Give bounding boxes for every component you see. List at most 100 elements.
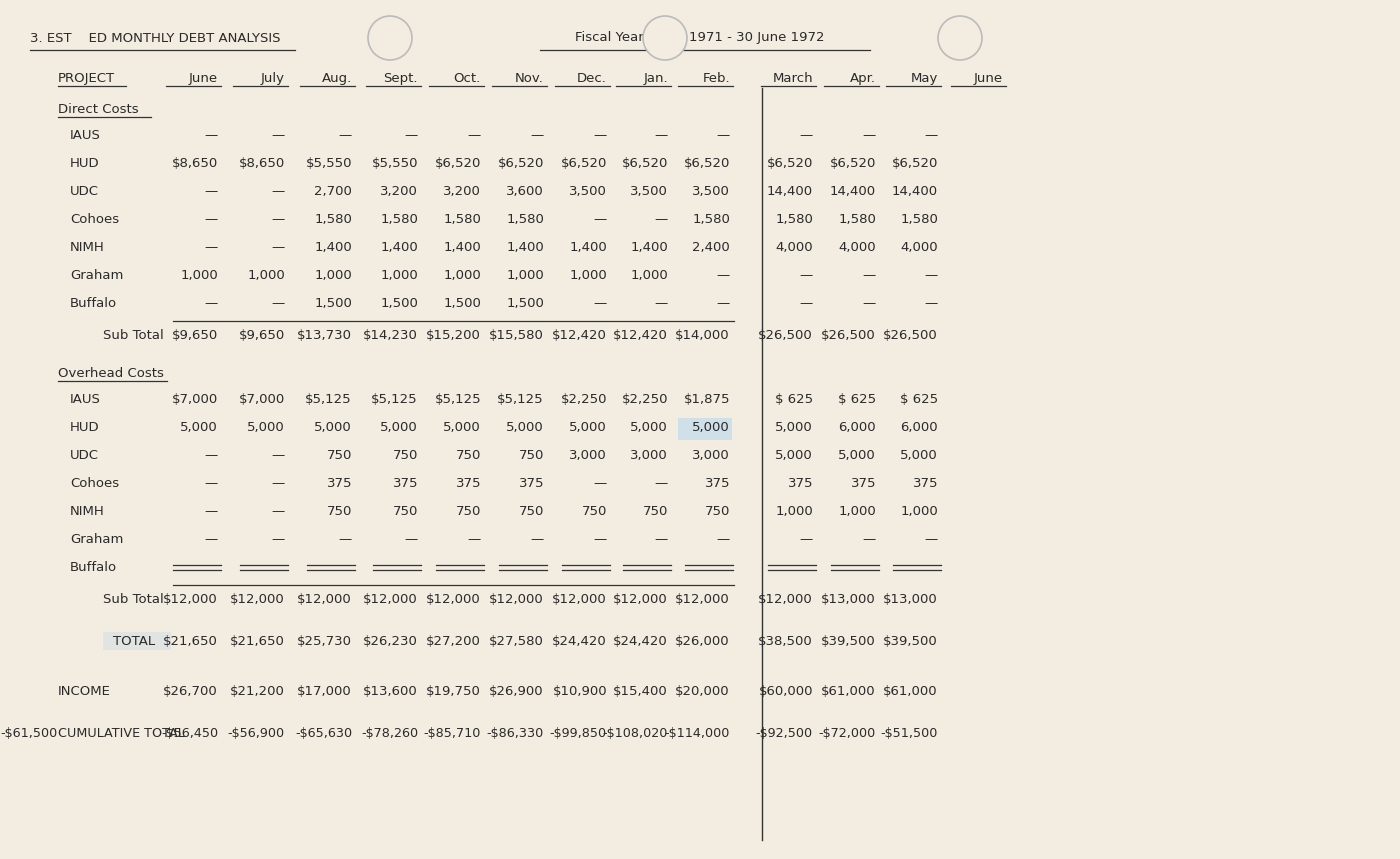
Text: 1,000: 1,000 <box>630 269 668 282</box>
Text: $6,520: $6,520 <box>622 157 668 170</box>
Text: —: — <box>594 297 608 310</box>
Text: 1,000: 1,000 <box>248 269 286 282</box>
Text: $27,200: $27,200 <box>426 635 482 648</box>
Text: —: — <box>204 477 218 490</box>
Text: $14,230: $14,230 <box>363 329 419 342</box>
Text: 375: 375 <box>392 477 419 490</box>
Text: —: — <box>405 129 419 142</box>
Text: $6,520: $6,520 <box>560 157 608 170</box>
Text: 750: 750 <box>581 505 608 518</box>
Text: 750: 750 <box>392 449 419 462</box>
Text: Feb.: Feb. <box>703 72 729 85</box>
Text: 1,580: 1,580 <box>381 213 419 226</box>
Text: 750: 750 <box>455 449 482 462</box>
Text: 1,500: 1,500 <box>381 297 419 310</box>
Text: $24,420: $24,420 <box>613 635 668 648</box>
Text: 1,580: 1,580 <box>444 213 482 226</box>
Text: 375: 375 <box>518 477 545 490</box>
Text: $12,000: $12,000 <box>363 593 419 606</box>
Text: Direct Costs: Direct Costs <box>57 103 139 116</box>
Text: 4,000: 4,000 <box>839 241 876 254</box>
Text: 750: 750 <box>704 505 729 518</box>
Text: Cohoes: Cohoes <box>70 213 119 226</box>
Text: $6,520: $6,520 <box>497 157 545 170</box>
Text: —: — <box>204 213 218 226</box>
Text: Aug.: Aug. <box>322 72 351 85</box>
Text: 3,500: 3,500 <box>630 185 668 198</box>
Text: -$56,900: -$56,900 <box>228 727 286 740</box>
Text: 5,000: 5,000 <box>776 421 813 434</box>
Text: $8,650: $8,650 <box>172 157 218 170</box>
Text: $12,000: $12,000 <box>164 593 218 606</box>
Text: $21,650: $21,650 <box>164 635 218 648</box>
Text: 3,000: 3,000 <box>570 449 608 462</box>
Text: $13,000: $13,000 <box>822 593 876 606</box>
Text: —: — <box>799 269 813 282</box>
Text: $15,580: $15,580 <box>489 329 545 342</box>
Text: 1,000: 1,000 <box>381 269 419 282</box>
Text: Sub Total: Sub Total <box>104 329 164 342</box>
Text: $39,500: $39,500 <box>822 635 876 648</box>
Text: $5,125: $5,125 <box>497 393 545 406</box>
Text: 5,000: 5,000 <box>776 449 813 462</box>
Text: $9,650: $9,650 <box>239 329 286 342</box>
Text: INCOME: INCOME <box>57 685 111 698</box>
Text: 2,700: 2,700 <box>314 185 351 198</box>
Text: 1,400: 1,400 <box>444 241 482 254</box>
Text: —: — <box>717 269 729 282</box>
Text: $13,600: $13,600 <box>363 685 419 698</box>
Text: —: — <box>531 129 545 142</box>
Text: 3,500: 3,500 <box>692 185 729 198</box>
Text: 14,400: 14,400 <box>767 185 813 198</box>
Text: $20,000: $20,000 <box>675 685 729 698</box>
Text: $26,500: $26,500 <box>822 329 876 342</box>
Text: $24,420: $24,420 <box>552 635 608 648</box>
Text: 1,400: 1,400 <box>570 241 608 254</box>
Text: $2,250: $2,250 <box>560 393 608 406</box>
Text: -$108,020: -$108,020 <box>602 727 668 740</box>
Text: 750: 750 <box>518 505 545 518</box>
Text: June: June <box>189 72 218 85</box>
Text: $15,400: $15,400 <box>613 685 668 698</box>
Text: $6,520: $6,520 <box>683 157 729 170</box>
Text: -$56,450: -$56,450 <box>161 727 218 740</box>
Text: 750: 750 <box>392 505 419 518</box>
Text: -$99,850: -$99,850 <box>550 727 608 740</box>
Text: 5,000: 5,000 <box>314 421 351 434</box>
Text: —: — <box>799 129 813 142</box>
Circle shape <box>938 16 981 60</box>
Text: $21,650: $21,650 <box>230 635 286 648</box>
Text: March: March <box>773 72 813 85</box>
Text: Jan.: Jan. <box>644 72 668 85</box>
Text: $26,000: $26,000 <box>675 635 729 648</box>
Text: —: — <box>594 533 608 546</box>
Text: $7,000: $7,000 <box>172 393 218 406</box>
Text: Overhead Costs: Overhead Costs <box>57 367 164 380</box>
Text: Apr.: Apr. <box>850 72 876 85</box>
Text: 5,000: 5,000 <box>381 421 419 434</box>
Text: —: — <box>717 297 729 310</box>
Text: —: — <box>655 477 668 490</box>
Text: $10,900: $10,900 <box>553 685 608 698</box>
Text: 1,400: 1,400 <box>381 241 419 254</box>
Text: Cohoes: Cohoes <box>70 477 119 490</box>
Text: 4,000: 4,000 <box>776 241 813 254</box>
Text: $12,000: $12,000 <box>552 593 608 606</box>
Text: -$78,260: -$78,260 <box>361 727 419 740</box>
Text: 1,580: 1,580 <box>314 213 351 226</box>
Text: $21,200: $21,200 <box>230 685 286 698</box>
Text: 750: 750 <box>326 449 351 462</box>
Text: 3,000: 3,000 <box>692 449 729 462</box>
Text: 14,400: 14,400 <box>892 185 938 198</box>
Text: 5,000: 5,000 <box>839 449 876 462</box>
Text: -$85,710: -$85,710 <box>424 727 482 740</box>
Text: 750: 750 <box>643 505 668 518</box>
Text: 5,000: 5,000 <box>444 421 482 434</box>
Text: NIMH: NIMH <box>70 505 105 518</box>
Text: $26,700: $26,700 <box>164 685 218 698</box>
Text: 1,000: 1,000 <box>776 505 813 518</box>
Text: $26,900: $26,900 <box>490 685 545 698</box>
Text: 750: 750 <box>326 505 351 518</box>
Text: 375: 375 <box>913 477 938 490</box>
Text: —: — <box>925 269 938 282</box>
